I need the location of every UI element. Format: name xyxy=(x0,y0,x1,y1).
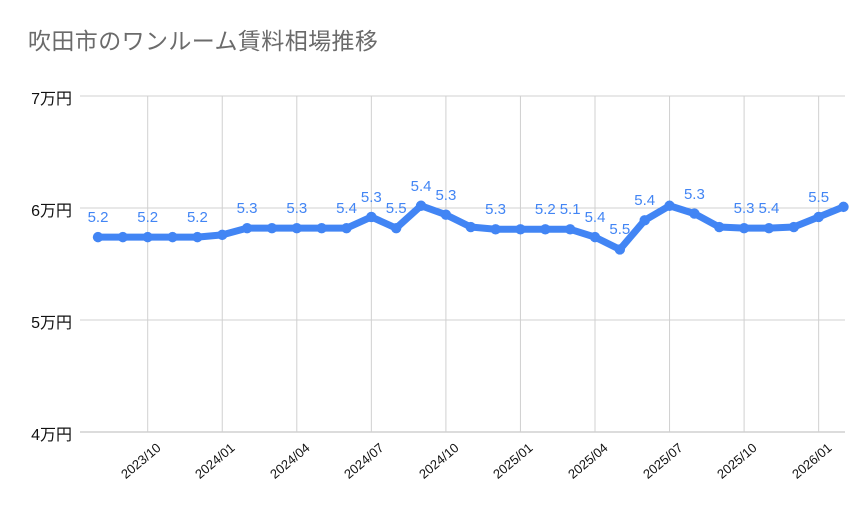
data-point-marker xyxy=(266,222,278,234)
data-point-marker xyxy=(391,222,402,234)
data-point-label: 5.5 xyxy=(385,200,407,218)
y-axis-tick-label: 5万円 xyxy=(31,315,72,332)
data-point-label: 5.1 xyxy=(559,201,581,219)
data-point-marker xyxy=(664,200,675,211)
data-point-label: 5.4 xyxy=(634,192,656,210)
data-point-marker xyxy=(738,222,750,234)
data-point-marker xyxy=(142,231,153,243)
data-point-marker xyxy=(440,209,452,220)
data-point-label: 5.4 xyxy=(336,200,357,218)
data-point-label: 5.3 xyxy=(733,200,755,218)
data-point-label: 5.2 xyxy=(534,201,556,219)
data-point-label: 5.3 xyxy=(683,185,705,203)
data-point-label: 5.2 xyxy=(137,209,159,227)
vertical-gridlines xyxy=(147,96,820,432)
data-point-marker xyxy=(639,215,650,226)
data-point-label: 5.3 xyxy=(435,186,457,204)
data-point-marker xyxy=(490,224,501,235)
data-point-marker xyxy=(415,200,427,211)
data-point-label: 5.4 xyxy=(410,177,432,195)
data-point-marker xyxy=(366,211,377,223)
data-point-marker xyxy=(515,224,526,235)
data-point-label: 5.3 xyxy=(360,188,382,206)
data-point-label: 5.2 xyxy=(186,209,208,227)
data-point-marker xyxy=(788,221,799,233)
data-point-marker xyxy=(341,222,352,234)
data-point-marker xyxy=(217,229,228,241)
y-axis-tick-label: 6万円 xyxy=(31,203,72,220)
rent-series-markers xyxy=(92,200,849,255)
data-point-label: 5.3 xyxy=(236,200,258,218)
data-point-label: 5.4 xyxy=(758,200,780,218)
data-point-marker xyxy=(589,231,601,243)
data-point-marker xyxy=(117,231,129,243)
data-point-marker xyxy=(714,221,725,233)
data-point-marker xyxy=(813,211,824,223)
y-axis-tick-label: 7万円 xyxy=(31,91,72,108)
data-point-label: 5.2 xyxy=(87,209,109,227)
data-point-label: 5.5 xyxy=(808,188,830,206)
data-point-marker xyxy=(241,222,253,234)
data-point-marker xyxy=(92,231,104,243)
data-point-marker xyxy=(192,231,203,243)
chart-title: 吹田市のワンルーム賃料相場推移 xyxy=(28,28,379,54)
data-point-marker xyxy=(689,208,700,219)
horizontal-gridlines xyxy=(80,95,845,433)
data-point-marker xyxy=(564,224,576,235)
data-point-label: 5.3 xyxy=(286,200,308,218)
data-point-marker xyxy=(614,244,626,255)
data-point-marker xyxy=(465,221,476,233)
data-point-marker xyxy=(540,224,551,235)
data-point-marker xyxy=(316,222,327,234)
data-point-label: 5.3 xyxy=(485,201,507,219)
data-point-marker xyxy=(763,222,775,234)
data-point-marker xyxy=(291,222,302,234)
data-point-label: 5.4 xyxy=(584,209,606,227)
data-point-marker xyxy=(167,231,178,243)
data-point-label: 5.5 xyxy=(609,221,631,239)
y-axis-tick-label: 4万円 xyxy=(31,427,72,444)
data-point-marker xyxy=(838,201,849,213)
